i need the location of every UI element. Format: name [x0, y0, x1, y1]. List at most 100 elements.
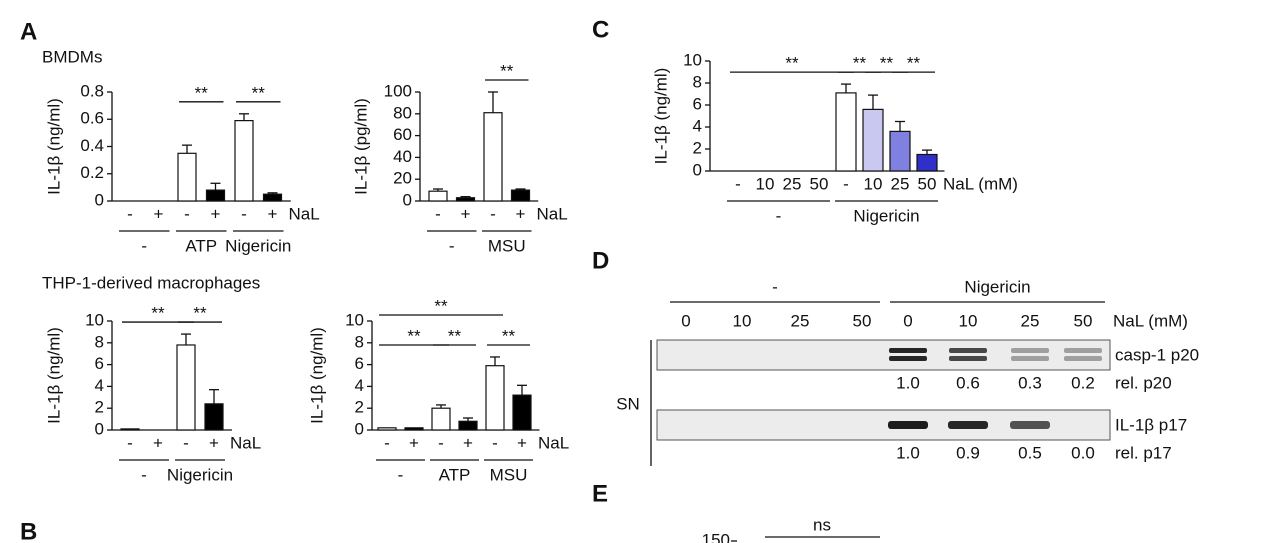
rel-label: rel. p20: [1115, 373, 1172, 392]
lane-label: 10: [959, 311, 978, 330]
band: [1064, 356, 1102, 361]
y-axis-label: IL-1β (pg/ml): [351, 98, 370, 195]
band: [1011, 356, 1049, 361]
x-tick-label: -: [384, 433, 390, 452]
y-tick-label: 80: [393, 103, 412, 122]
x-tick-label: +: [463, 433, 473, 452]
x-axis-label: NaL: [289, 204, 320, 223]
x-axis-label: NaL (mM): [943, 174, 1018, 193]
x-tick-label: -: [492, 433, 498, 452]
y-tick-label: 8: [693, 72, 702, 91]
significance-label: **: [195, 83, 209, 102]
y-tick-label: 100: [384, 81, 412, 100]
bar: [177, 152, 197, 202]
rel-value: 0.5: [1018, 443, 1042, 462]
bar: [404, 427, 424, 431]
bar: [262, 193, 283, 202]
bar: [862, 108, 884, 172]
x-tick-label: +: [461, 204, 471, 223]
y-tick-label: 20: [393, 169, 412, 188]
y-axis-label: IL-1β (ng/ml): [44, 327, 63, 424]
band: [889, 356, 927, 361]
x-tick-label: +: [517, 433, 527, 452]
bar: [485, 365, 505, 431]
band: [1010, 421, 1050, 429]
y-tick-label: 10: [85, 310, 104, 329]
significance-label: **: [434, 296, 448, 315]
y-tick-label: 0: [95, 190, 104, 209]
significance-label: **: [448, 326, 462, 345]
x-tick-label: 10: [864, 174, 883, 193]
bar: [377, 427, 397, 431]
x-tick-label: 10: [756, 174, 775, 193]
row-label: casp-1 p20: [1115, 345, 1199, 364]
y-axis-label: IL-1β (ng/ml): [44, 98, 63, 195]
bar: [889, 130, 911, 172]
x-tick-label: -: [735, 174, 741, 193]
chart-title: THP-1-derived macrophages: [42, 273, 260, 292]
bar: [835, 92, 857, 172]
group-label: -: [141, 236, 147, 255]
bar: [431, 407, 451, 431]
x-tick-label: -: [438, 433, 444, 452]
y-tick-label: 0.4: [80, 136, 104, 155]
bar: [483, 112, 503, 202]
band: [949, 356, 987, 361]
group-label: ATP: [439, 465, 471, 484]
band: [948, 421, 988, 429]
group-label: Nigericin: [225, 236, 291, 255]
x-tick-label: 50: [918, 174, 937, 193]
significance-label: **: [907, 54, 921, 73]
y-tick-label: 6: [355, 354, 364, 373]
bar: [916, 153, 938, 172]
significance-label: **: [407, 326, 421, 345]
rel-value: 0.2: [1071, 373, 1095, 392]
y-tick-label: 0.8: [80, 81, 104, 100]
lane-axis-label: NaL (mM): [1113, 311, 1188, 330]
panel-label: E: [592, 480, 608, 507]
x-tick-label: +: [516, 204, 526, 223]
x-tick-label: +: [154, 204, 164, 223]
group-label: MSU: [490, 465, 528, 484]
y-tick-label: 0.2: [80, 163, 104, 182]
y-tick-label: 6: [95, 354, 104, 373]
group-label: -: [772, 277, 778, 296]
y-tick-label: 0: [355, 419, 364, 438]
significance-label: **: [785, 54, 799, 73]
lane-label: 0: [903, 311, 912, 330]
x-tick-label: -: [241, 204, 247, 223]
significance-label: **: [880, 54, 894, 73]
y-tick-label: 0.6: [80, 109, 104, 128]
x-axis-label: NaL: [230, 433, 261, 452]
bar: [176, 344, 196, 431]
x-tick-label: +: [209, 433, 219, 452]
x-tick-label: -: [490, 204, 496, 223]
bar: [512, 394, 532, 431]
lane-label: 25: [791, 311, 810, 330]
x-tick-label: +: [211, 204, 221, 223]
significance-label: **: [151, 304, 165, 323]
panel-label: C: [592, 16, 609, 43]
x-tick-label: -: [435, 204, 441, 223]
bar: [510, 189, 531, 202]
y-tick-label: 4: [95, 376, 104, 395]
y-tick-label: 2: [95, 398, 104, 417]
x-tick-label: 25: [783, 174, 802, 193]
x-tick-label: +: [409, 433, 419, 452]
bar: [204, 403, 224, 431]
group-label: -: [398, 465, 404, 484]
y-tick-label: 0: [693, 160, 702, 179]
x-tick-label: -: [127, 433, 133, 452]
significance-label: **: [500, 61, 514, 80]
y-tick-label: 4: [693, 116, 702, 135]
x-axis-label: NaL: [538, 433, 569, 452]
x-tick-label: 25: [891, 174, 910, 193]
significance-label: **: [193, 304, 207, 323]
y-tick-label: 8: [95, 332, 104, 351]
lane-label: 50: [1074, 311, 1093, 330]
x-axis-label: NaL: [537, 204, 568, 223]
y-axis-label: IL-1β (ng/ml): [651, 68, 670, 165]
group-label: MSU: [488, 236, 526, 255]
bar: [428, 190, 448, 202]
